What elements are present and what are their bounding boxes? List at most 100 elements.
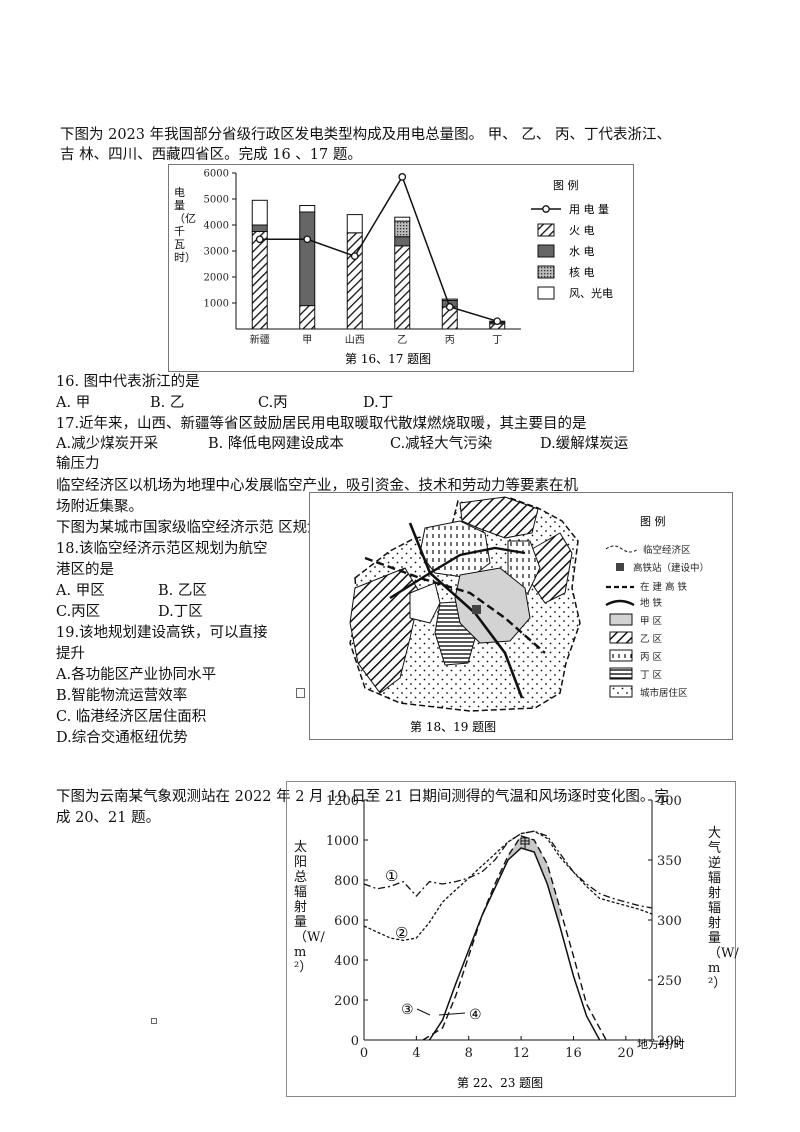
legend2-hsr: 在 建 高 铁: [606, 581, 688, 593]
legend-item-wind-solar: 风、光电: [537, 286, 613, 300]
left-tick-label: 1000: [326, 834, 359, 849]
x-tick-label: 丁: [492, 335, 502, 346]
consumption-point: [350, 252, 359, 261]
label-2: ②: [395, 924, 408, 942]
x-tick-label: 16: [565, 1046, 582, 1061]
q18-option-d[interactable]: D.丁区: [158, 604, 203, 620]
bar-thermal: [394, 245, 411, 330]
q19-option-b[interactable]: B.智能物流运营效率: [56, 688, 188, 704]
q17-option-d-cont: 输压力: [56, 456, 100, 472]
bar-wind-solar: [441, 298, 458, 301]
label-3: ③: [401, 1002, 414, 1018]
right-tick-label: 300: [657, 914, 682, 929]
p3-line-1: 下图为云南某气象观测站在 2022 年 2 月 19 日至 21 日期间测得的气…: [56, 789, 669, 805]
left-tick-label: 600: [334, 914, 359, 929]
y-tick-label: 1000: [204, 299, 229, 310]
metro-line-2: [389, 546, 526, 600]
legend-item-hydro: 水 电: [537, 244, 595, 258]
q17-option-c[interactable]: C.减轻大气污染: [390, 436, 493, 452]
svg-text:临空经济区: 临空经济区: [643, 544, 691, 556]
q19-option-c[interactable]: C. 临港经济区居住面积: [56, 709, 207, 725]
q19-stem-1: 19.该地规划建设高铁，可以直接: [56, 625, 268, 641]
label-jia: 甲: [519, 836, 531, 850]
arrow-4: [438, 1012, 466, 1016]
left-tick-label: 0: [351, 1034, 359, 1049]
legend-item-consumption: 用 电 量: [531, 203, 609, 216]
q16-option-a[interactable]: A. 甲: [56, 395, 91, 411]
consumption-point: [303, 235, 312, 244]
legend2-residential: 城市居住区: [609, 685, 688, 699]
consumption-point: [493, 317, 502, 326]
svg-text:甲 区: 甲 区: [640, 616, 663, 627]
bar-wind-solar: [346, 214, 363, 234]
x-tick-label: 乙: [397, 334, 407, 346]
zoning-map: 图 例 临空经济区 高铁站（建设中） 在 建 高 铁 地 铁 甲 区 乙 区: [349, 496, 709, 734]
bar-wind-solar: [251, 199, 268, 226]
right-tick-label: 400: [657, 794, 682, 809]
q18-option-c[interactable]: C.丙区: [56, 604, 101, 620]
x-tick-label: 4: [412, 1046, 420, 1061]
consumption-point: [445, 303, 454, 311]
legend2-bing: 丙 区: [609, 649, 663, 663]
right-tick-label: 350: [657, 854, 682, 869]
legend-item-thermal: 火 电: [537, 223, 595, 237]
q17-option-a[interactable]: A.减少煤炭开采: [56, 436, 159, 452]
q16-option-d[interactable]: D.丁: [363, 395, 394, 411]
legend2-yi: 乙 区: [609, 631, 663, 645]
q18-option-b[interactable]: B. 乙区: [158, 583, 207, 599]
q16-option-b[interactable]: B. 乙: [150, 395, 185, 411]
zone-yi-north: [459, 496, 539, 539]
radiation-chart-frame: 0 200 400 600 800 1000 1200 200 250 300 350 400 0 4 8 1…: [286, 781, 736, 1097]
svg-text:地 铁: 地 铁: [640, 597, 663, 609]
radiation-chart: 0 200 400 600 800 1000 1200 200 250 300 350 400 0 4 8 1…: [326, 794, 685, 1090]
fig3-xlabel: 地方时/时: [637, 1037, 685, 1051]
fig3-caption: 第 22、23 题图: [457, 1076, 543, 1090]
q18-option-a[interactable]: A. 甲区: [56, 583, 105, 599]
x-tick-label: 丙: [445, 335, 455, 346]
legend-item-nuclear: 核 电: [537, 265, 595, 279]
placeholder-box: [296, 688, 305, 698]
svg-text:核 电: 核 电: [569, 265, 595, 279]
q17-option-b[interactable]: B. 降低电网建设成本: [208, 436, 344, 452]
q17-stem: 17.近年来，山西、新疆等省区鼓励居民用电取暖取代散煤燃烧取暖，其主要目的是: [56, 416, 587, 432]
fig3-ylabel-right: 大气逆辐射辐射量（W/m²）: [708, 826, 739, 991]
x-tick-label: 12: [513, 1046, 530, 1061]
y-tick-label: 2000: [204, 273, 229, 284]
q18-stem-1: 18.该临空经济示范区规划为航空: [56, 541, 268, 557]
zone-yi-west: [349, 567, 421, 694]
fig1-ylabel: 电量（亿千瓦时）: [174, 186, 196, 264]
q16-option-c[interactable]: C.丙: [258, 395, 288, 411]
line-1: [363, 830, 653, 909]
intro-line-1: 下图为 2023 年我国部分省级行政区发电类型构成及用电总量图。 甲、 乙、 丙…: [60, 127, 671, 143]
bar-nuclear: [394, 220, 411, 238]
x-tick-label: 8: [465, 1046, 473, 1061]
hsr-station-icon: [472, 605, 481, 614]
label-4: ④: [469, 1007, 482, 1023]
legend2-station: 高铁站（建设中）: [616, 562, 709, 574]
zone-white-1: [409, 582, 441, 624]
right-tick-label: 200: [657, 1034, 682, 1049]
consumption-line: [259, 175, 498, 322]
q19-option-d[interactable]: D.综合交通枢纽优势: [56, 730, 188, 746]
legend2-metro: 地 铁: [605, 597, 663, 609]
fig3-ylabel-left: 太阳总辐射量（W/m²）: [294, 840, 325, 975]
q17-option-d[interactable]: D.缓解煤炭运: [540, 436, 629, 452]
right-tick-label: 250: [657, 974, 682, 989]
legend2-title: 图 例: [640, 514, 666, 528]
svg-text:乙 区: 乙 区: [640, 634, 663, 645]
bar-thermal: [251, 231, 268, 330]
bar-hydro: [394, 236, 411, 247]
y-tick-label: 3000: [204, 247, 229, 258]
left-tick-label: 1200: [326, 794, 359, 809]
left-tick-label: 200: [334, 994, 359, 1009]
x-tick-label: 山西: [345, 334, 365, 346]
y-tick-label: 4000: [204, 221, 229, 232]
svg-text:风、光电: 风、光电: [569, 286, 613, 300]
consumption-point: [398, 173, 407, 181]
fig2-caption: 第 18、19 题图: [410, 720, 496, 734]
arrow-3: [416, 1008, 431, 1016]
legend2-boundary: 临空经济区: [605, 544, 691, 556]
q19-option-a[interactable]: A.各功能区产业协同水平: [56, 667, 217, 683]
svg-text:用 电 量: 用 电 量: [569, 203, 609, 216]
q16-stem: 16. 图中代表浙江的是: [56, 374, 200, 390]
